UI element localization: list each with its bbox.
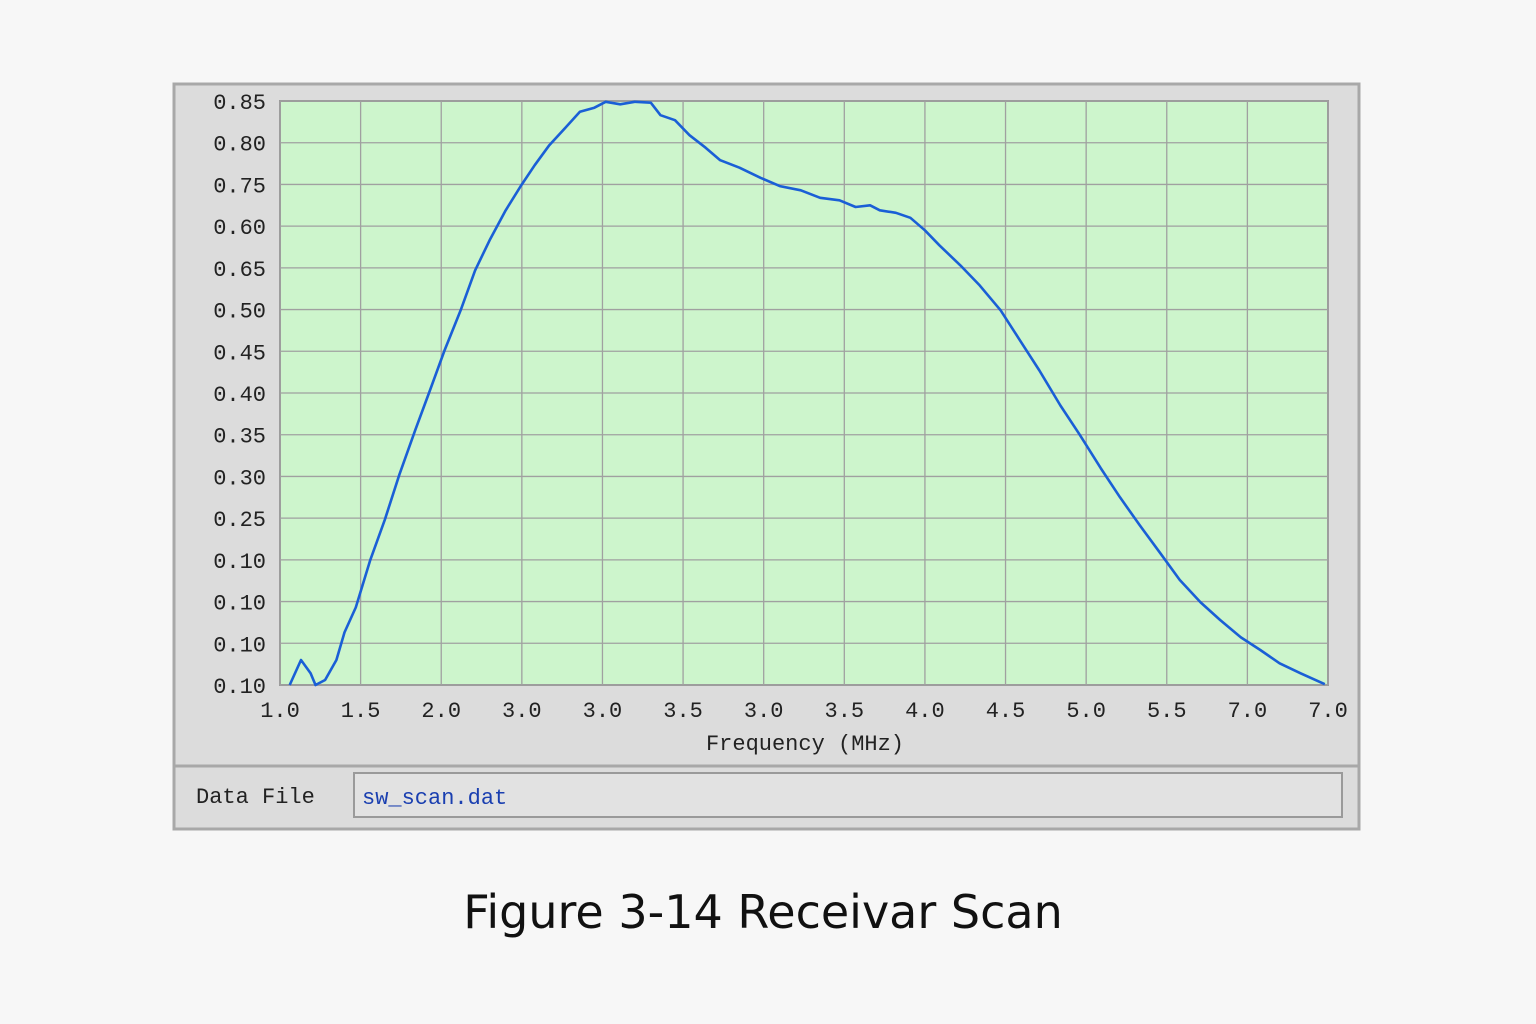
x-tick-label: 1.5 xyxy=(341,699,381,724)
x-tick-label: 4.0 xyxy=(905,699,945,724)
y-tick-label: 0.40 xyxy=(213,383,266,408)
caption: Figure 3-14 Receivar Scan xyxy=(463,885,1062,939)
data-file-label: Data File xyxy=(196,785,315,810)
x-tick-label: 2.0 xyxy=(421,699,461,724)
x-tick-label: 7.0 xyxy=(1228,699,1268,724)
y-tick-label: 0.35 xyxy=(213,425,266,450)
y-tick-label: 0.10 xyxy=(213,675,266,700)
x-tick-label: 1.0 xyxy=(260,699,300,724)
y-tick-label: 0.25 xyxy=(213,508,266,533)
y-tick-label: 0.50 xyxy=(213,300,266,325)
x-tick-label: 7.0 xyxy=(1308,699,1348,724)
data-file-field[interactable] xyxy=(353,772,1343,818)
x-tick-label: 3.5 xyxy=(825,699,865,724)
y-tick-label: 0.10 xyxy=(213,550,266,575)
y-tick-label: 0.60 xyxy=(213,216,266,241)
x-tick-label: 5.5 xyxy=(1147,699,1187,724)
x-tick-label: 5.0 xyxy=(1066,699,1106,724)
x-tick-label: 3.0 xyxy=(583,699,623,724)
y-tick-label: 0.10 xyxy=(213,633,266,658)
x-tick-label: 3.0 xyxy=(502,699,542,724)
y-tick-label: 0.45 xyxy=(213,341,266,366)
x-tick-label: 3.5 xyxy=(663,699,703,724)
y-tick-label: 0.80 xyxy=(213,133,266,158)
x-tick-label: 3.0 xyxy=(744,699,784,724)
x-tick-label: 4.5 xyxy=(986,699,1026,724)
y-tick-label: 0.85 xyxy=(213,91,266,116)
x-axis-label: Frequency (MHz) xyxy=(706,732,904,757)
y-tick-label: 0.75 xyxy=(213,174,266,199)
data-file-value: sw_scan.dat xyxy=(362,786,507,811)
y-tick-label: 0.65 xyxy=(213,258,266,283)
y-tick-label: 0.30 xyxy=(213,466,266,491)
y-tick-label: 0.10 xyxy=(213,592,266,617)
line xyxy=(288,100,1326,687)
plot: 0.85 0.80 0.75 0.60 0.65 0.50 0.45 0.40 0.35 0.30… xyxy=(213,91,1348,724)
